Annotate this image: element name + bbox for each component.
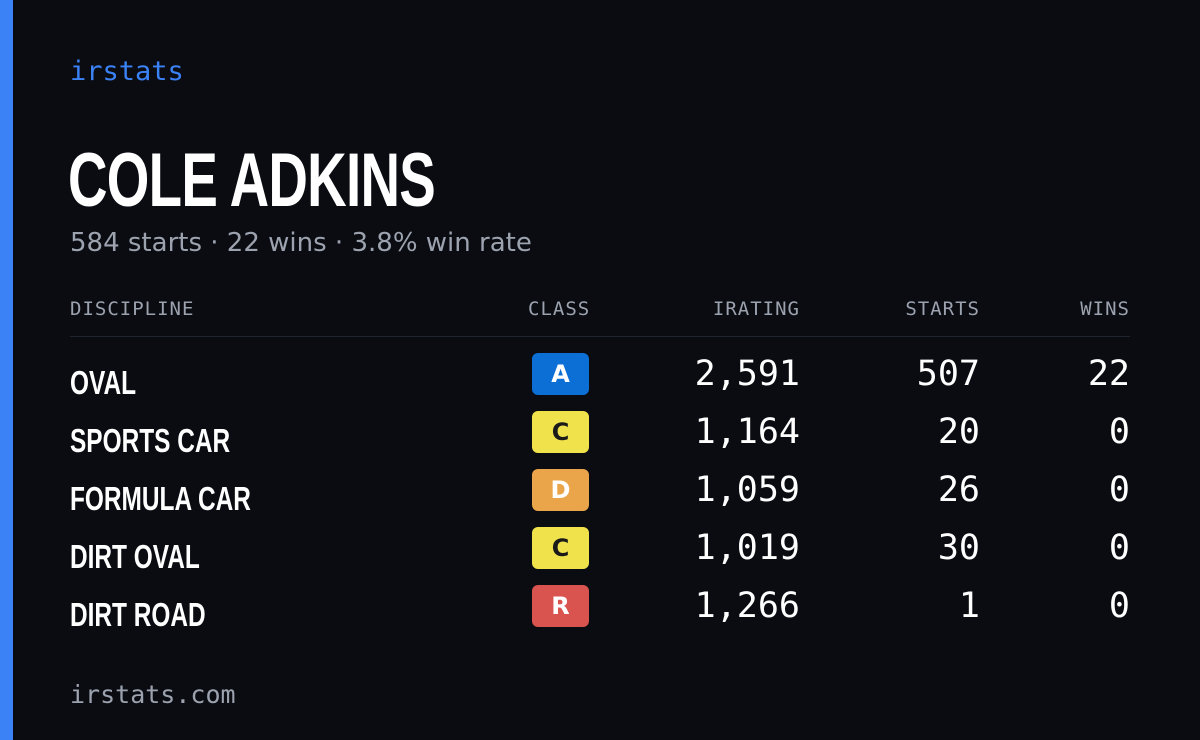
class-badge: R	[532, 585, 589, 627]
discipline-name: SPORTS CAR	[70, 422, 231, 459]
starts-value: 507	[916, 354, 980, 394]
irating-value: 1,266	[694, 586, 800, 626]
discipline-name: FORMULA CAR	[70, 480, 251, 517]
discipline-name: DIRT OVAL	[70, 538, 200, 575]
table-row: FORMULA CAR D 1,059 26 0	[70, 467, 1130, 525]
header-class: CLASS	[528, 298, 591, 320]
summary-separator: ·	[326, 228, 352, 258]
header-wins: WINS	[1080, 298, 1130, 320]
class-badge: A	[532, 353, 589, 395]
accent-bar	[0, 0, 13, 740]
table-row: DIRT ROAD R 1,266 1 0	[70, 583, 1130, 641]
wins-value: 22	[1087, 354, 1130, 394]
table-body: OVAL A 2,591 507 22 SPORTS CAR C 1,164 20 0 FORMUL…	[70, 337, 1130, 641]
header-discipline: DISCIPLINE	[70, 298, 195, 320]
wins-summary: 22 wins	[226, 228, 327, 258]
table-header: DISCIPLINE CLASS IRATING STARTS WINS	[70, 298, 1130, 337]
wins-value: 0	[1108, 470, 1130, 510]
starts-value: 30	[937, 528, 980, 568]
table-row: DIRT OVAL C 1,019 30 0	[70, 525, 1130, 583]
class-badge: C	[532, 411, 589, 453]
starts-value: 26	[937, 470, 980, 510]
brand-logo-text: irstats	[70, 56, 184, 87]
wins-value: 0	[1108, 528, 1130, 568]
table-row: SPORTS CAR C 1,164 20 0	[70, 409, 1130, 467]
driver-name: COLE ADKINS	[68, 138, 436, 223]
footer-url: irstats.com	[70, 680, 236, 709]
starts-value: 1	[958, 586, 980, 626]
irating-value: 1,059	[694, 470, 800, 510]
wins-value: 0	[1108, 586, 1130, 626]
table-row: OVAL A 2,591 507 22	[70, 351, 1130, 409]
wins-value: 0	[1108, 412, 1130, 452]
class-badge: C	[532, 527, 589, 569]
summary-separator: ·	[202, 228, 227, 258]
discipline-name: OVAL	[70, 364, 137, 401]
header-starts: STARTS	[905, 298, 980, 320]
irating-value: 1,019	[694, 528, 800, 568]
driver-summary: 584 starts · 22 wins · 3.8% win rate	[70, 228, 532, 258]
class-badge: D	[532, 469, 589, 511]
discipline-table: DISCIPLINE CLASS IRATING STARTS WINS OVA…	[70, 298, 1130, 641]
starts-value: 20	[937, 412, 980, 452]
winrate-summary: 3.8% win rate	[351, 228, 532, 258]
discipline-name: DIRT ROAD	[70, 596, 206, 633]
irating-value: 1,164	[694, 412, 800, 452]
starts-summary: 584 starts	[70, 228, 202, 258]
header-irating: IRATING	[712, 298, 800, 320]
irating-value: 2,591	[694, 354, 800, 394]
